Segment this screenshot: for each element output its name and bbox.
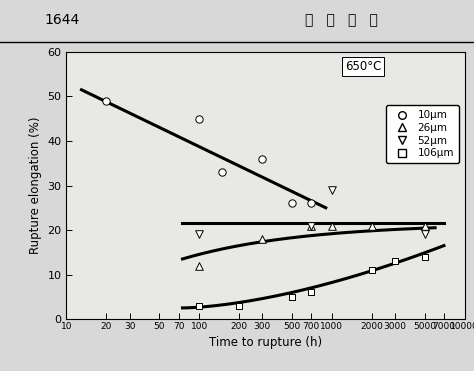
Point bbox=[102, 98, 110, 104]
Point bbox=[259, 156, 266, 162]
Point bbox=[308, 223, 315, 229]
Point bbox=[288, 294, 296, 300]
Point bbox=[368, 267, 375, 273]
Text: 650°C: 650°C bbox=[345, 60, 382, 73]
Text: 鉄   と   鉰   第: 鉄 と 鉰 第 bbox=[305, 13, 378, 27]
Point bbox=[308, 200, 315, 206]
Point bbox=[259, 236, 266, 242]
Point bbox=[421, 232, 428, 237]
Point bbox=[219, 169, 226, 175]
Point bbox=[328, 223, 336, 229]
Point bbox=[308, 289, 315, 295]
X-axis label: Time to rupture (h): Time to rupture (h) bbox=[209, 336, 322, 349]
Point bbox=[195, 303, 203, 309]
Point bbox=[288, 200, 296, 206]
Point bbox=[235, 303, 243, 309]
Point bbox=[195, 263, 203, 269]
Point bbox=[308, 223, 315, 229]
Point bbox=[195, 232, 203, 237]
Legend: 10μm, 26μm, 52μm, 106μm: 10μm, 26μm, 52μm, 106μm bbox=[386, 105, 459, 164]
Point bbox=[328, 187, 336, 193]
Y-axis label: Rupture elongation (%): Rupture elongation (%) bbox=[29, 117, 42, 254]
Point bbox=[392, 258, 399, 264]
Point bbox=[195, 116, 203, 122]
Point bbox=[368, 223, 375, 229]
Point bbox=[421, 254, 428, 260]
Point bbox=[421, 223, 428, 229]
Text: 1644: 1644 bbox=[44, 13, 79, 27]
